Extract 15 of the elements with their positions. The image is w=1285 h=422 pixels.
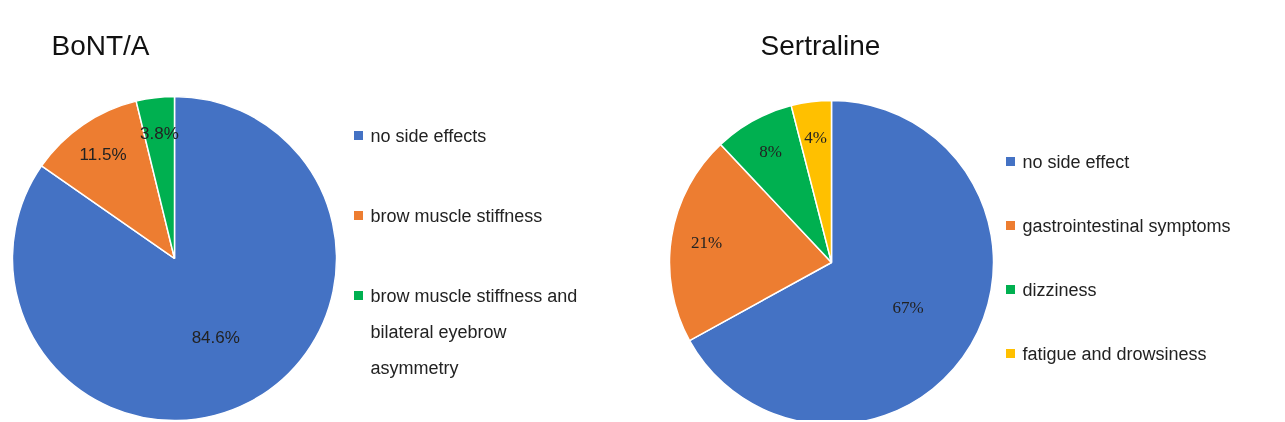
- data-label: 84.6%: [191, 327, 240, 347]
- legend-label: brow muscle stiffness: [370, 205, 543, 226]
- data-label: 21%: [691, 233, 723, 253]
- legend-label: dizziness: [1022, 279, 1097, 300]
- legend-label: no side effect: [1022, 151, 1130, 172]
- legend-label: fatigue and drowsiness: [1022, 343, 1207, 364]
- data-label: 8%: [759, 142, 782, 162]
- chart-title: BoNT/A: [51, 30, 150, 61]
- legend-label: no side effects: [370, 125, 487, 146]
- data-label: 67%: [892, 298, 924, 318]
- data-label: 11.5%: [79, 144, 127, 164]
- legend-label: brow muscle stiffness and bilateral eyebrow asymmetry: [370, 285, 578, 378]
- data-label: 4%: [804, 127, 827, 147]
- chart-title: Sertraline: [760, 30, 881, 61]
- legend-label: gastrointestinal symptoms: [1022, 215, 1231, 236]
